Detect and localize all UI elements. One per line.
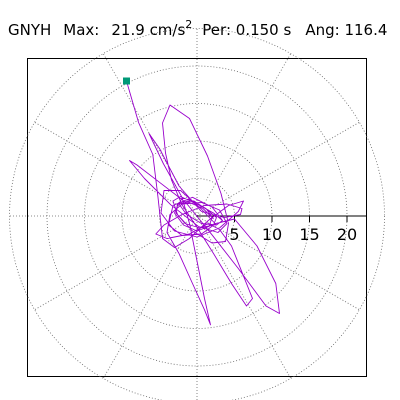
start-marker (123, 77, 130, 85)
radial-tick-label: 20 (337, 225, 357, 244)
trace-layer (126, 80, 280, 326)
per-value: 0.150 s (235, 21, 292, 39)
plot-frame (27, 58, 367, 377)
ang-value: 116.4 (344, 21, 388, 39)
grid-spoke (196, 215, 292, 379)
radial-tick-label: 10 (262, 225, 282, 244)
grid-spoke (34, 121, 198, 217)
radial-tick-label: 15 (299, 225, 319, 244)
per-label: Per: (202, 21, 231, 39)
max-unit: cm/s (149, 21, 186, 39)
plot-header: GNYH Max: 21.9 cm/s2 Per: 0.150 s Ang: 116.4 (8, 16, 387, 40)
max-value: 21.9 (111, 21, 145, 39)
max-unit-exponent: 2 (185, 18, 193, 31)
grid-spoke (196, 121, 360, 217)
ang-label: Ang: (305, 21, 340, 39)
grid-spoke (196, 53, 292, 217)
grid-spoke (196, 215, 360, 311)
marker-layer (123, 77, 130, 85)
particle-motion-trace (126, 80, 280, 326)
station-code: GNYH (8, 21, 52, 39)
radial-axis: 5 10 15 20 (197, 215, 366, 244)
grid-spoke (102, 215, 198, 379)
grid-ring-outer (9, 28, 385, 400)
grid-spoke (34, 215, 198, 311)
polar-grid (9, 28, 385, 400)
max-label: Max: (63, 21, 100, 39)
radial-tick-label: 5 (229, 225, 239, 244)
